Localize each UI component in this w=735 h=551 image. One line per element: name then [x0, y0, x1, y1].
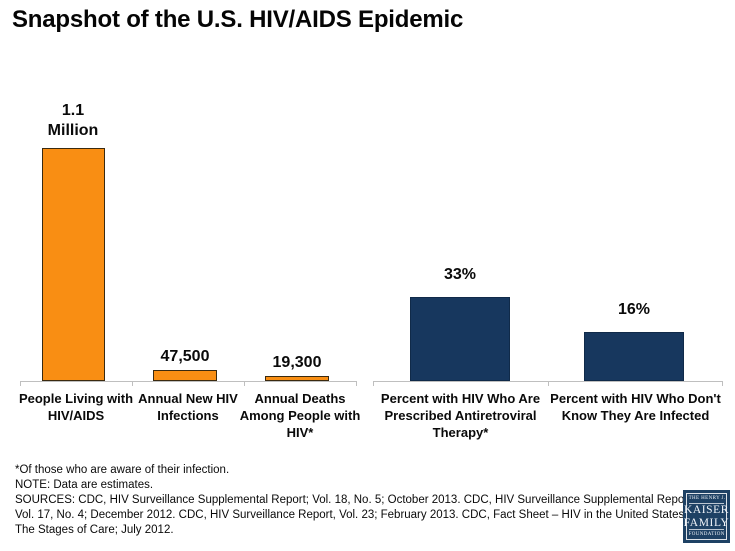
- footer-notes: *Of those who are aware of their infecti…: [15, 463, 695, 538]
- sources-line-3: The Stages of Care; July 2012.: [15, 524, 174, 536]
- value-label-prescribed-art: 33%: [443, 266, 477, 283]
- axis-tick: [548, 381, 549, 386]
- kff-logo-line-the-henry-j: THE HENRY J.: [688, 495, 725, 504]
- axis-tick: [132, 381, 133, 386]
- axis-tick: [244, 381, 245, 386]
- kaiser-family-foundation-logo: THE HENRY J. KAISER FAMILY FOUNDATION: [683, 490, 730, 543]
- category-label-prescribed-art: Percent with HIV Who Are Prescribed Anti…: [380, 391, 541, 440]
- category-label-people-living: People Living with HIV/AIDS: [18, 391, 134, 423]
- bar-annual-deaths-among-people-with-hiv: [265, 376, 329, 381]
- x-axis-left-chart: [20, 381, 357, 382]
- axis-tick: [20, 381, 21, 386]
- value-label-dont-know: 16%: [617, 301, 651, 318]
- axis-tick: [722, 381, 723, 386]
- sources-line-1: SOURCES: CDC, HIV Surveillance Supplemen…: [15, 494, 695, 506]
- axis-tick: [356, 381, 357, 386]
- footnote-aware-of-infection: *Of those who are aware of their infecti…: [15, 464, 230, 476]
- value-label-people-living: 1.1 Million: [47, 102, 99, 139]
- note-data-estimates: NOTE: Data are estimates.: [15, 479, 154, 491]
- page-title: Snapshot of the U.S. HIV/AIDS Epidemic: [12, 6, 464, 33]
- kff-logo-line-kaiser: KAISER: [683, 504, 730, 517]
- value-label-annual-deaths: 19,300: [272, 354, 322, 371]
- bar-percent-dont-know-infected: [584, 332, 684, 381]
- value-label-new-infections: 47,500: [160, 348, 210, 365]
- kff-logo-line-foundation: FOUNDATION: [688, 528, 725, 538]
- bar-percent-prescribed-antiretroviral-therapy: [410, 297, 510, 381]
- kff-logo-frame: THE HENRY J. KAISER FAMILY FOUNDATION: [683, 493, 730, 540]
- kff-logo-line-family: FAMILY: [683, 516, 730, 529]
- bar-annual-new-hiv-infections: [153, 370, 217, 381]
- category-label-new-infections: Annual New HIV Infections: [138, 391, 238, 423]
- category-label-dont-know: Percent with HIV Who Don't Know They Are…: [550, 391, 721, 423]
- axis-tick: [373, 381, 374, 386]
- sources-line-2: Vol. 17, No. 4; December 2012. CDC, HIV …: [15, 509, 688, 521]
- bar-people-living-with-hiv-aids: [42, 148, 105, 381]
- category-label-annual-deaths: Annual Deaths Among People with HIV*: [239, 391, 361, 440]
